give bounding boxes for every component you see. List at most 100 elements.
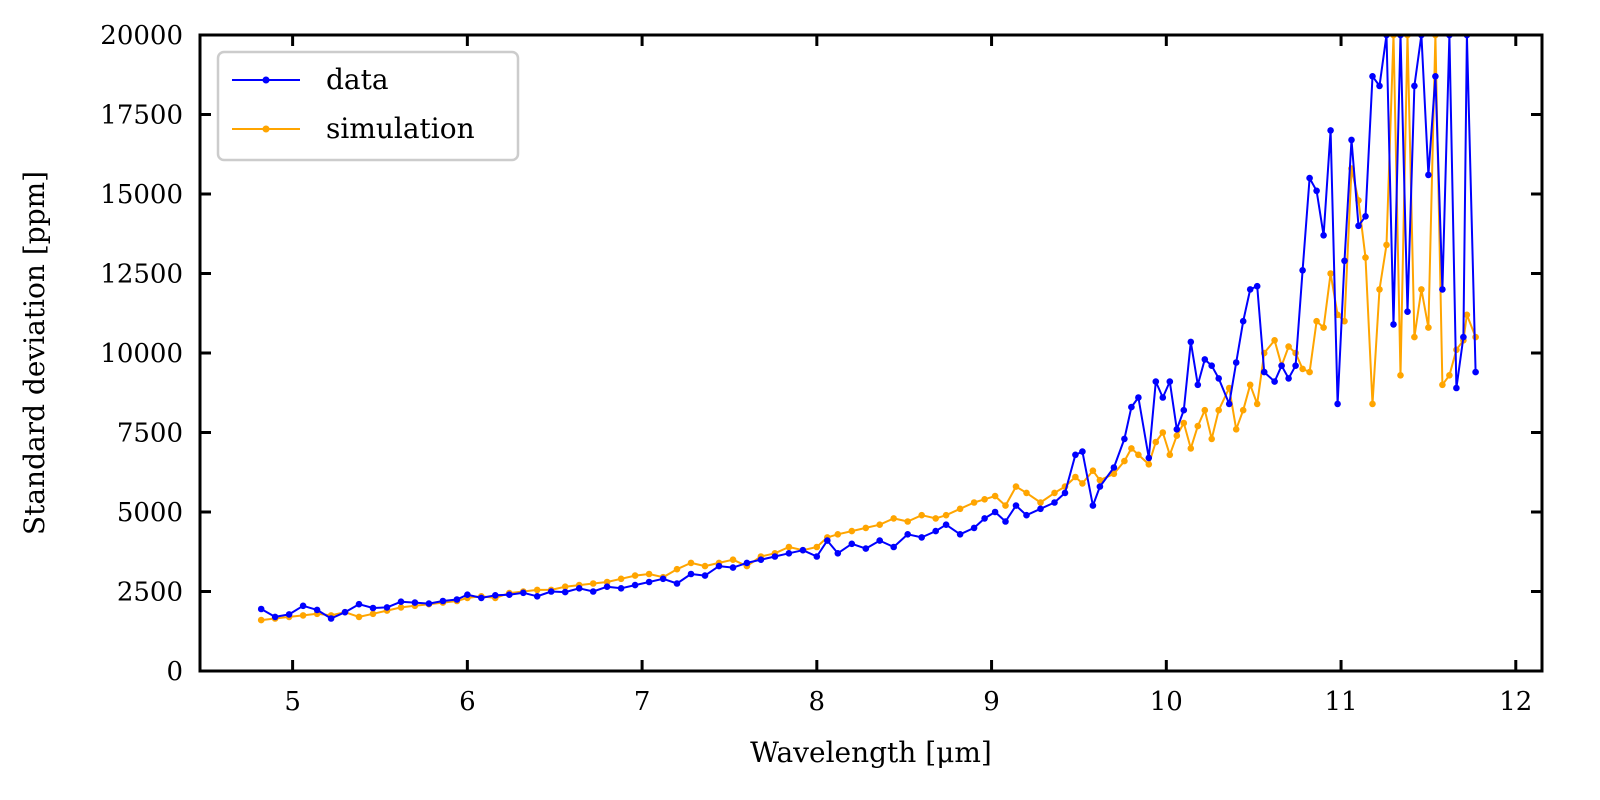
data-point-data	[285, 611, 293, 618]
data-point-data	[1411, 82, 1418, 90]
data-point-data	[1432, 73, 1439, 80]
data-point-data	[890, 543, 897, 551]
data-point-data	[520, 589, 527, 597]
data-point-data	[1369, 73, 1376, 80]
y-tick-label: 7500	[117, 419, 183, 449]
data-point-data	[1472, 368, 1479, 376]
data-point-data	[411, 599, 419, 606]
data-point-simulation	[355, 613, 363, 621]
data-point-data	[439, 597, 447, 605]
data-point-data	[425, 600, 433, 607]
data-point-data	[645, 578, 653, 586]
data-point-simulation	[1166, 451, 1174, 459]
data-point-data	[453, 596, 461, 603]
x-tick-label: 9	[983, 687, 1000, 717]
data-point-data	[1152, 378, 1160, 385]
data-point-data	[1246, 286, 1254, 293]
data-point-simulation	[1446, 372, 1453, 379]
data-point-simulation	[1208, 435, 1215, 443]
data-point-data	[1051, 499, 1058, 506]
y-tick-label: 15000	[100, 180, 183, 210]
data-point-data	[589, 588, 597, 595]
data-point-data	[313, 606, 321, 614]
data-point-simulation	[673, 565, 681, 573]
data-point-data	[771, 553, 779, 560]
data-point-data	[904, 531, 911, 538]
legend-label-simulation: simulation	[326, 112, 475, 145]
data-point-data	[1002, 518, 1009, 525]
data-point-simulation	[1159, 429, 1167, 436]
x-tick-label: 11	[1325, 687, 1358, 717]
data-point-data	[1225, 400, 1233, 408]
data-point-data	[848, 540, 856, 548]
data-point-data	[1096, 483, 1104, 490]
data-point-simulation	[991, 492, 999, 500]
data-point-data	[257, 605, 265, 613]
data-point-data	[1271, 378, 1278, 385]
data-point-data	[1306, 174, 1313, 182]
data-point-simulation	[1194, 422, 1202, 430]
data-point-data	[785, 550, 793, 557]
y-tick-label: 2500	[117, 578, 183, 608]
data-point-data	[1313, 187, 1320, 195]
data-point-simulation	[1418, 286, 1425, 293]
data-point-data	[1320, 232, 1327, 239]
data-point-data	[1285, 375, 1292, 382]
data-point-simulation	[1079, 480, 1086, 487]
data-point-data	[956, 531, 964, 538]
x-axis-title: Wavelength [μm]	[750, 736, 992, 769]
data-point-data	[1215, 375, 1222, 382]
data-point-data	[1135, 394, 1142, 401]
data-point-simulation	[701, 562, 709, 570]
data-point-data	[271, 613, 279, 621]
data-point-simulation	[1201, 406, 1209, 414]
data-point-simulation	[932, 515, 939, 522]
data-point-data	[1376, 82, 1383, 90]
data-point-data	[1079, 448, 1086, 455]
data-point-data	[327, 615, 335, 622]
data-point-simulation	[876, 521, 883, 528]
data-point-data	[1201, 356, 1209, 363]
data-point-simulation	[729, 556, 737, 563]
data-point-data	[813, 553, 821, 560]
data-point-data	[383, 604, 391, 611]
legend: data simulation	[216, 50, 520, 162]
data-point-simulation	[1215, 406, 1222, 414]
data-point-simulation	[848, 527, 856, 535]
data-point-data	[1180, 406, 1188, 414]
data-point-simulation	[1180, 419, 1188, 427]
x-tick-label: 12	[1499, 687, 1532, 717]
data-point-simulation	[645, 570, 653, 578]
data-point-simulation	[1362, 254, 1369, 261]
data-point-simulation	[257, 616, 265, 624]
data-point-simulation	[1463, 311, 1471, 319]
data-point-data	[715, 562, 723, 570]
data-point-data	[547, 588, 555, 595]
data-point-data	[1023, 511, 1030, 519]
data-point-data	[970, 524, 978, 532]
y-tick-label: 0	[166, 657, 183, 687]
data-point-data	[918, 534, 925, 541]
data-point-simulation	[834, 531, 842, 538]
data-point-data	[1110, 464, 1118, 471]
y-tick-label: 5000	[117, 498, 183, 528]
data-point-simulation	[1239, 406, 1247, 414]
data-point-data	[1194, 381, 1202, 389]
data-point-simulation	[890, 515, 897, 522]
data-point-data	[341, 608, 349, 616]
data-point-data	[533, 593, 541, 600]
data-point-data	[1460, 333, 1467, 341]
data-point-data	[1341, 257, 1348, 265]
data-point-data	[673, 580, 681, 587]
data-point-simulation	[1306, 368, 1313, 376]
data-point-data	[478, 594, 485, 602]
data-point-data	[492, 592, 499, 599]
data-point-simulation	[1121, 457, 1128, 465]
data-point-data	[1260, 368, 1268, 376]
data-point-simulation	[1023, 489, 1030, 497]
y-tick-label: 20000	[100, 21, 183, 51]
data-point-data	[1072, 451, 1079, 459]
data-point-data	[1159, 394, 1167, 401]
data-point-simulation	[1376, 286, 1383, 293]
data-point-data	[1355, 222, 1362, 230]
